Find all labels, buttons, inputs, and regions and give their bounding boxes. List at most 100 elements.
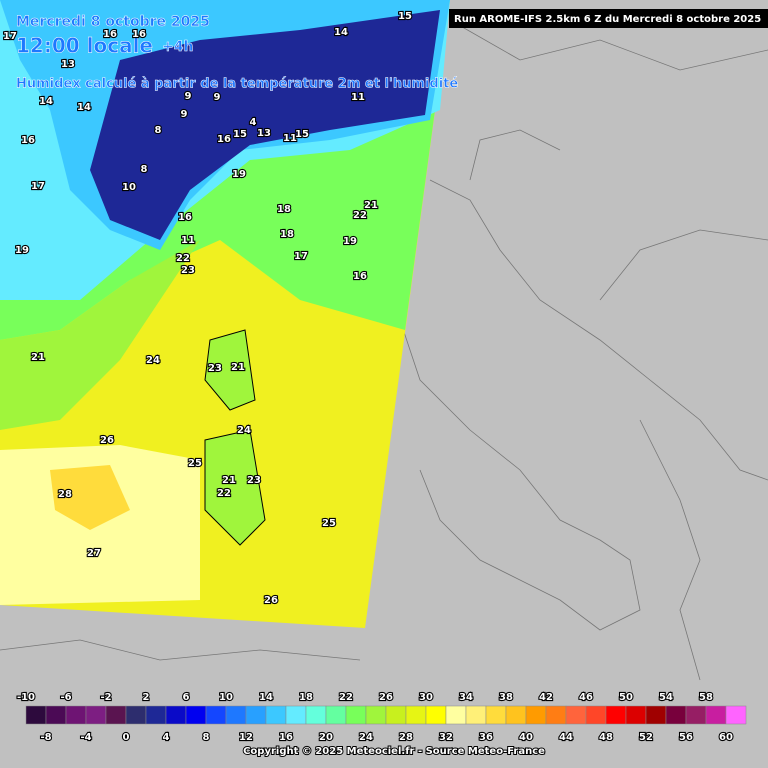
scale-label: 44 (559, 732, 573, 743)
scale-label: 18 (299, 692, 313, 703)
map-value-label: 4 (250, 117, 257, 128)
map-value-label: 14 (334, 27, 348, 38)
color-box (605, 705, 627, 725)
run-info: Run AROME-IFS 2.5km 6 Z du Mercredi 8 oc… (454, 14, 761, 25)
map-value-label: 19 (232, 169, 246, 180)
color-box (425, 705, 447, 725)
zone-light-green (0, 240, 200, 430)
scale-label: 22 (339, 692, 353, 703)
color-box (345, 705, 367, 725)
color-box (245, 705, 267, 725)
map-value-label: 24 (237, 425, 251, 436)
color-box (645, 705, 667, 725)
scale-label: 8 (203, 732, 210, 743)
scale-label: 52 (639, 732, 653, 743)
color-box (25, 705, 47, 725)
map-value-label: 16 (103, 29, 117, 40)
map-value-label: 9 (181, 109, 188, 120)
scale-label: 54 (659, 692, 673, 703)
map-value-label: 9 (185, 91, 192, 102)
map-value-label: 17 (31, 181, 45, 192)
scale-label: 28 (399, 732, 413, 743)
map-value-label: 27 (87, 548, 101, 559)
scale-label: 6 (183, 692, 190, 703)
map-value-label: 22 (176, 253, 190, 264)
map-value-label: 18 (280, 229, 294, 240)
color-box (225, 705, 247, 725)
scale-label: 48 (599, 732, 613, 743)
scale-label: 36 (479, 732, 493, 743)
color-box (125, 705, 147, 725)
color-box (285, 705, 307, 725)
color-box (205, 705, 227, 725)
legend-panel (0, 690, 768, 768)
map-value-label: 8 (155, 125, 162, 136)
scale-label: 24 (359, 732, 373, 743)
description: Humidex calculé à partir de la températu… (16, 77, 458, 92)
scale-label: 40 (519, 732, 533, 743)
color-box (585, 705, 607, 725)
map-value-label: 21 (31, 352, 45, 363)
color-box (725, 705, 747, 725)
color-scale: -10 -6 -2 2 6 10 14 18 22 26 30 34 38 42 46 50 54 58-8 -4 0… (16, 691, 747, 744)
map-value-label: 22 (353, 210, 367, 221)
map-value-label: 25 (322, 518, 336, 529)
map-value-label: 21 (231, 362, 245, 373)
map-value-label: 11 (351, 92, 365, 103)
map-value-label: 23 (181, 265, 195, 276)
map-value-label: 26 (100, 435, 114, 446)
map-value-label: 25 (188, 458, 202, 469)
scale-label: 32 (439, 732, 453, 743)
map-value-label: 13 (257, 128, 271, 139)
color-box (365, 705, 387, 725)
scale-label: 56 (679, 732, 693, 743)
color-box (385, 705, 407, 725)
scale-label: -8 (40, 732, 51, 743)
map-value-label: 15 (233, 129, 247, 140)
scale-label: 10 (219, 692, 233, 703)
color-box (545, 705, 567, 725)
time: 12:00 locale (16, 34, 153, 58)
map-value-label: 15 (295, 129, 309, 140)
map-value-label: 23 (247, 475, 261, 486)
map-value-label: 14 (77, 102, 91, 113)
scale-label: 26 (379, 692, 393, 703)
color-box (525, 705, 547, 725)
map-value-label: 16 (21, 135, 35, 146)
color-box (565, 705, 587, 725)
map-value-label: 15 (398, 11, 412, 22)
map-value-label: 28 (58, 489, 72, 500)
color-box (665, 705, 687, 725)
zone-orange (50, 465, 130, 530)
map-value-label: 24 (146, 355, 160, 366)
scale-label: 12 (239, 732, 253, 743)
color-box (445, 705, 467, 725)
date: Mercredi 8 octobre 2025 (16, 14, 210, 30)
scale-label: 16 (279, 732, 293, 743)
scale-label: 2 (143, 692, 150, 703)
scale-label: 30 (419, 692, 433, 703)
scale-label: 38 (499, 692, 513, 703)
copyright: Copyright © 2025 Meteociel.fr - Source M… (243, 746, 545, 757)
color-box (625, 705, 647, 725)
scale-label: 46 (579, 692, 593, 703)
map-value-label: 9 (214, 92, 221, 103)
map-value-label: 23 (208, 363, 222, 374)
run-banner (449, 9, 768, 28)
color-box (185, 705, 207, 725)
islands (204, 329, 266, 546)
scale-label: -2 (100, 692, 111, 703)
map-value-label: 17 (294, 251, 308, 262)
map-value-label: 14 (39, 96, 53, 107)
color-box (105, 705, 127, 725)
color-box (325, 705, 347, 725)
scale-label: -10 (17, 692, 35, 703)
map-value-label: 11 (283, 133, 297, 144)
scale-label: 58 (699, 692, 713, 703)
scale-label: 50 (619, 692, 633, 703)
offset: +4h (162, 39, 193, 55)
color-box (485, 705, 507, 725)
map-value-label: 16 (178, 212, 192, 223)
scale-label: 42 (539, 692, 553, 703)
